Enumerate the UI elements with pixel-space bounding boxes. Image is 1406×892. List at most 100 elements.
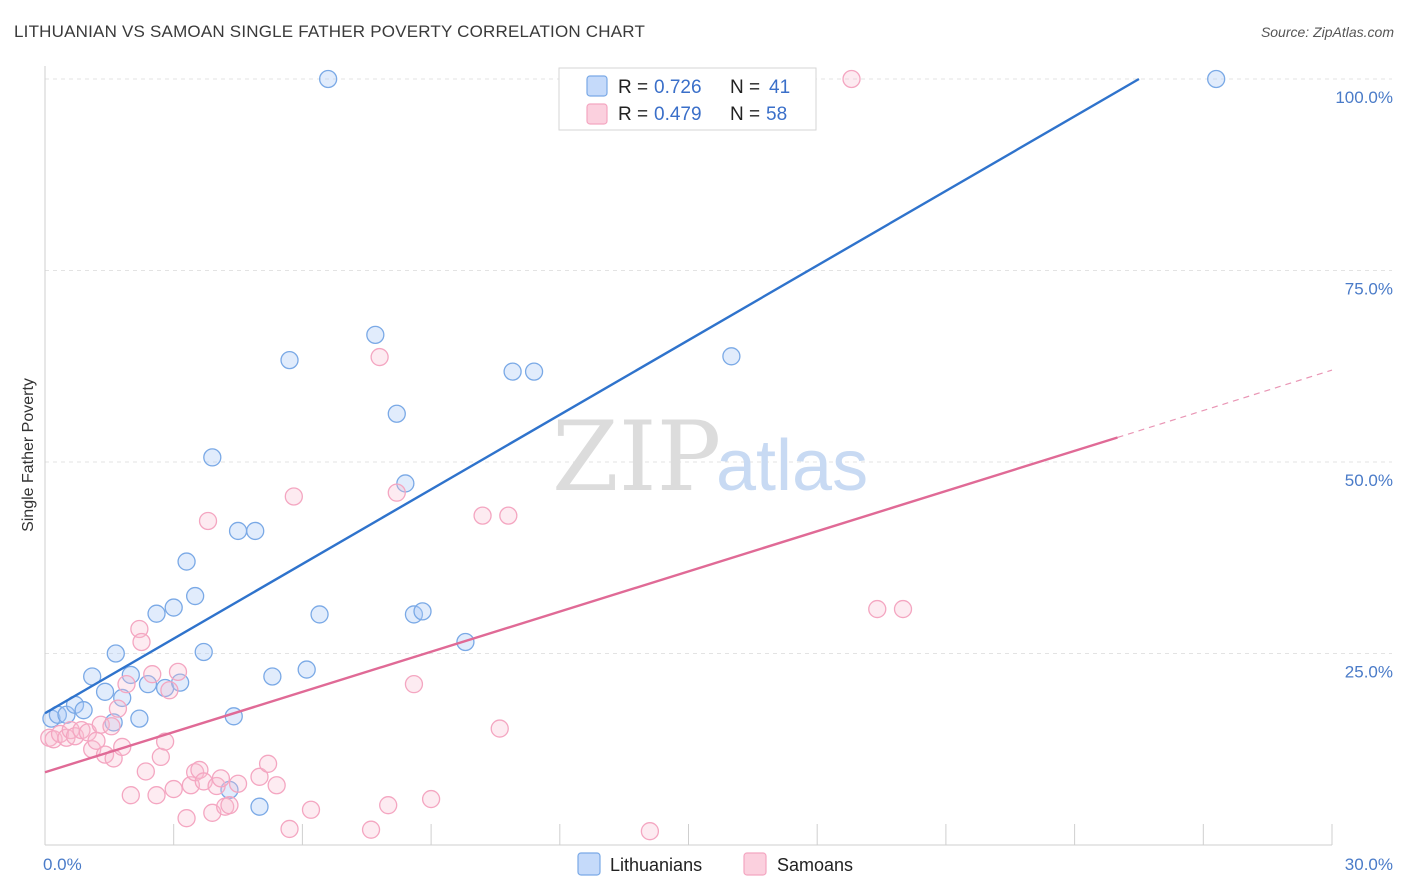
lithuanians-point-6 [95,682,115,701]
lithuanians-point-29 [310,605,329,624]
samoans-point-39 [228,774,248,793]
lithuanians-point-39 [722,347,741,366]
samoans-point-55 [640,822,660,841]
samoans-point-12 [102,717,121,736]
samoans-point-38 [220,796,239,815]
chart-title: LITHUANIAN VS SAMOAN SINGLE FATHER POVER… [14,22,646,41]
samoans-point-46 [361,820,381,839]
samoans-point-51 [421,789,441,809]
lithuanians-point-27 [280,350,299,370]
samoans-point-42 [267,776,286,795]
samoans-point-16 [117,674,136,694]
samoans-point-28 [177,809,196,828]
lithuanians-point-11 [130,709,149,728]
watermark-zip: ZIP [552,401,721,513]
lithuanians-point-13 [147,604,166,623]
series-legend-label-samoans: Samoans [777,855,853,875]
y-tick-labels: 25.0% 50.0% 75.0% 100.0% [1335,88,1393,682]
samoans-point-25 [160,681,179,700]
samoans-point-47 [370,347,389,367]
samoans-point-45 [301,800,321,819]
y-axis-title: Single Father Poverty [20,378,37,532]
lithuanians-point-35 [413,602,432,621]
samoans-point-41 [258,754,278,773]
samoans-point-58 [893,599,913,619]
x-tick-labels: 0.0% 30.0% [43,855,1393,874]
y-tick-label-0: 25.0% [1345,663,1393,682]
samoans-point-22 [147,786,166,805]
lithuanians-point-10 [121,665,140,685]
samoans-point-52 [473,506,492,525]
lithuanians-point-25 [250,797,269,816]
legend-r-value-0: 0.726 [654,77,702,98]
samoans-point-31 [190,760,209,780]
lithuanians-point-31 [366,325,385,344]
legend-n-label-0: N = [730,77,760,98]
samoans-trend-extension [1117,369,1333,439]
x-tick-label-1: 30.0% [1345,855,1393,874]
lithuanians-point-23 [228,521,248,541]
lithuanians-point-37 [503,362,522,381]
x-tick-label-0: 0.0% [43,855,82,874]
lithuanians-point-12 [138,674,158,694]
samoans-point-57 [868,599,887,619]
samoans-point-14 [108,699,128,718]
legend-r-label-1: R = [618,104,648,125]
samoans-point-36 [211,769,231,788]
series-legend-label-lithuanians: Lithuanians [610,855,702,875]
samoans-point-24 [155,732,175,751]
legend-n-value-0: 41 [769,77,790,98]
samoans-point-49 [387,483,406,502]
lithuanians-point-38 [524,362,544,381]
samoans-point-19 [132,632,151,652]
legend-swatch-lithuanians [586,75,608,97]
samoans-trend-line [44,436,1118,774]
lithuanians-point-28 [297,660,316,679]
samoans-point-26 [164,779,183,799]
stats-legend: R = 0.726 N = 41 R = 0.479 N = 58 [558,67,817,131]
samoans-point-20 [136,762,155,781]
samoans-point-44 [284,487,303,506]
series-legend: Lithuanians Samoans [577,852,853,876]
lithuanians-point-20 [203,448,222,467]
lithuanians-point-26 [263,667,282,686]
legend-r-value-1: 0.479 [654,104,702,125]
legend-swatch-samoans [586,103,608,125]
lithuanians-point-24 [246,521,265,541]
lithuanians-point-19 [194,642,213,662]
samoans-point-43 [280,819,299,839]
series-legend-swatch-lithuanians [577,852,601,876]
samoans-point-17 [121,786,140,805]
y-tick-label-3: 100.0% [1335,88,1393,107]
lithuanians-point-30 [318,69,338,89]
series-samoans [40,69,913,841]
series-layer [40,69,1226,841]
samoans-point-56 [842,69,861,89]
lithuanians-point-17 [177,552,196,571]
y-tick-label-1: 50.0% [1345,471,1393,490]
samoans-point-53 [490,719,509,738]
axes [44,66,1333,846]
samoans-point-23 [151,747,170,767]
lithuanians-point-18 [185,586,205,606]
samoans-point-33 [198,511,218,531]
lithuanians-point-9 [113,688,132,708]
lithuanians-point-8 [106,644,125,663]
series-legend-swatch-samoans [743,852,767,876]
lithuanians-point-4 [74,701,93,720]
samoans-point-50 [404,674,424,694]
lithuanians-point-32 [387,404,406,423]
samoans-point-27 [168,662,188,682]
samoans-point-54 [499,506,518,525]
lithuanians-point-15 [164,598,183,617]
legend-r-label-0: R = [618,77,648,98]
watermark: ZIP atlas [552,401,868,513]
lithuanians-trend-line [44,77,1140,715]
legend-n-label-1: N = [730,104,760,125]
watermark-atlas: atlas [716,426,868,506]
legend-n-value-1: 58 [766,104,787,125]
samoans-point-40 [250,767,269,786]
lithuanians-point-40 [1207,69,1226,89]
trend-lines [44,77,1333,774]
